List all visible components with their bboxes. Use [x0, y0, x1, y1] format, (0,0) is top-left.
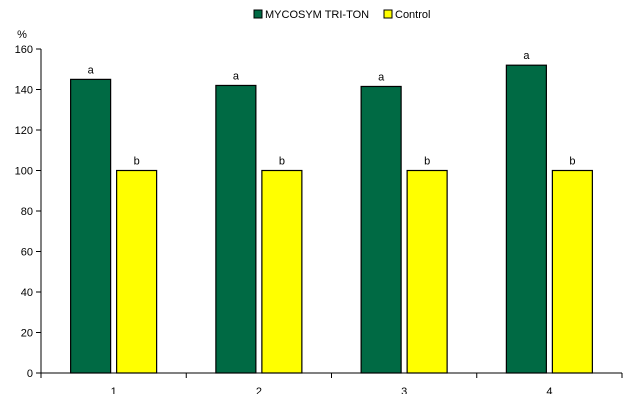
bar-significance-label: a [523, 50, 530, 62]
bar-mycosym [215, 84, 257, 374]
legend: MYCOSYM TRI-TON Control [253, 9, 430, 21]
bar-significance-label: a [88, 64, 95, 76]
y-tick-label: 100 [15, 166, 33, 178]
y-tick-label: 140 [15, 85, 33, 97]
bar-control [406, 169, 448, 374]
y-tick-label: 80 [21, 206, 33, 218]
y-tick-label: 60 [21, 247, 33, 259]
bar-control [261, 169, 303, 374]
bar-significance-label: b [279, 156, 285, 168]
legend-swatch [253, 9, 263, 19]
legend-label: MYCOSYM TRI-TON [265, 9, 369, 21]
y-tick-label: 0 [27, 368, 33, 380]
bar-significance-label: a [233, 70, 240, 82]
bars [70, 64, 593, 374]
x-tick-label: 3 [401, 386, 407, 394]
x-tick-label: 1 [111, 386, 117, 394]
bar-significance-label: b [424, 156, 430, 168]
bar-control [551, 169, 593, 374]
bar-mycosym [360, 85, 402, 374]
x-tick-label: 2 [256, 386, 262, 394]
data-labels: a b a b a b a b [88, 50, 576, 167]
x-tick-label: 4 [546, 386, 552, 394]
bar-significance-label: b [134, 156, 140, 168]
bar-control [116, 169, 158, 374]
legend-swatch [383, 9, 393, 19]
legend-label: Control [395, 9, 430, 21]
y-tick-label: 120 [15, 125, 33, 137]
y-tick-label: 20 [21, 328, 33, 340]
y-axis-unit-label: % [17, 29, 27, 41]
y-axis: 0 20 40 60 80 100 120 140 160% [15, 29, 42, 380]
y-tick-label: 160 [15, 44, 33, 56]
bar-significance-label: b [569, 156, 575, 168]
bar-mycosym [505, 64, 547, 374]
bar-significance-label: a [378, 71, 385, 83]
x-axis: 1 2 3 4 [40, 372, 623, 394]
y-tick-label: 40 [21, 287, 33, 299]
bar-mycosym [70, 78, 112, 374]
